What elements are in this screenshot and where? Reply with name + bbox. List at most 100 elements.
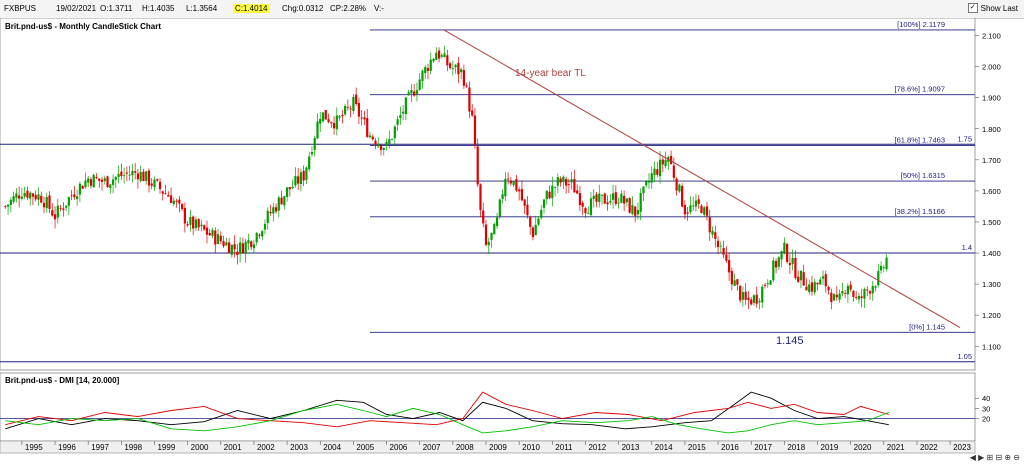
candle-body — [42, 202, 46, 208]
candle-body — [868, 291, 872, 294]
candle-body — [871, 286, 874, 294]
candle-body — [421, 70, 424, 82]
candle-body — [158, 181, 162, 190]
candle-body — [6, 204, 10, 207]
candle-body — [448, 63, 452, 68]
chart-canvas: Brit.pnd-us$ - Monthly CandleStick Chart… — [0, 18, 1001, 454]
x-tick-label: 2003 — [290, 443, 308, 452]
candle-body — [89, 179, 93, 186]
candle-body — [302, 170, 305, 181]
candle-body — [766, 283, 769, 285]
candle-body — [192, 216, 195, 229]
candle-body — [216, 234, 220, 244]
candle-body — [344, 105, 347, 115]
candle-body — [319, 118, 322, 124]
candle-body — [123, 174, 126, 176]
x-tick-label: 2011 — [555, 443, 573, 452]
candle-body — [258, 234, 261, 236]
show-last-toggle[interactable]: ✓ Show Last — [967, 3, 1018, 13]
candle-body — [100, 179, 104, 182]
symbol-label: FXBPUS — [4, 4, 37, 13]
candle-body — [476, 146, 479, 185]
candle-body — [595, 194, 598, 202]
x-tick-label: 2009 — [489, 443, 507, 452]
volume-value: V:- — [374, 4, 384, 13]
candle-body — [357, 103, 361, 117]
candle-body — [728, 260, 731, 273]
date-label: 19/02/2021 — [56, 4, 97, 13]
candle-body — [457, 62, 460, 75]
candle-body — [415, 90, 419, 95]
candle-body — [214, 230, 217, 245]
candle-body — [67, 197, 70, 206]
x-tick-label: 2019 — [821, 443, 839, 452]
x-tick-label: 2010 — [522, 443, 540, 452]
candle-body — [780, 251, 783, 260]
checkbox-icon[interactable]: ✓ — [967, 3, 978, 13]
candle-body — [87, 178, 90, 183]
candle-body — [556, 177, 559, 186]
candle-body — [747, 297, 750, 301]
candle-body — [852, 290, 855, 297]
candle-body — [526, 204, 529, 216]
candle-body — [172, 200, 175, 204]
candle-body — [183, 207, 186, 224]
navigation-icons[interactable]: ◀ ▶ ⊞ ⊟ ⊕ ⊖ — [969, 453, 1020, 462]
candle-body — [241, 243, 244, 254]
candle-body — [628, 198, 631, 213]
candle-body — [413, 91, 416, 96]
dmi-tick-label: 20 — [982, 415, 990, 424]
candle-body — [407, 92, 410, 96]
candle-body — [167, 194, 170, 197]
candle-body — [338, 116, 341, 118]
candle-body — [59, 207, 62, 209]
candle-body — [578, 193, 582, 206]
fib-level-label: [38.2%] 1.5166 — [895, 207, 945, 216]
candle-body — [592, 195, 595, 199]
candle-body — [565, 178, 568, 186]
candle-body — [623, 195, 626, 204]
candle-body — [203, 225, 206, 230]
candle-body — [371, 136, 374, 140]
candle-body — [111, 179, 115, 185]
fib-level-label: [61.8%] 1.7463 — [895, 135, 945, 144]
candle-body — [186, 224, 189, 226]
candle-body — [294, 175, 297, 186]
candle-body — [465, 85, 468, 87]
x-tick-label: 2014 — [655, 443, 673, 452]
candle-body — [620, 193, 623, 203]
candle-body — [399, 115, 402, 119]
candle-body — [84, 180, 87, 188]
horizontal-level-label: 1.75 — [957, 134, 972, 143]
candle-body — [838, 293, 841, 300]
candle-body — [553, 187, 557, 188]
candle-body — [866, 289, 869, 291]
y-tick-label: 1.500 — [982, 218, 1001, 227]
candle-body — [263, 223, 267, 230]
candle-body — [683, 204, 687, 215]
candle-body — [744, 291, 747, 300]
change-percent-value: CP:2.28% — [330, 4, 367, 13]
candle-body — [103, 178, 106, 182]
candle-body — [832, 294, 836, 301]
candle-body — [446, 55, 449, 66]
x-tick-label: 2008 — [456, 443, 474, 452]
candle-body — [12, 196, 15, 202]
candle-body — [879, 265, 883, 271]
candle-body — [280, 197, 283, 205]
x-tick-label: 2017 — [754, 443, 772, 452]
x-tick-label: 2001 — [224, 443, 242, 452]
candle-body — [432, 58, 435, 62]
change-value: Chg:0.0312 — [282, 4, 324, 13]
candle-body — [189, 216, 192, 225]
candle-body — [316, 121, 319, 139]
candle-body — [794, 257, 797, 278]
candle-body — [598, 193, 601, 203]
fib-level-label: [50%] 1.6315 — [901, 171, 945, 180]
candle-body — [285, 187, 289, 197]
candle-body — [824, 274, 827, 287]
fib-level-label: [100%] 2.1179 — [897, 20, 945, 29]
candle-body — [487, 241, 490, 246]
candle-body — [813, 281, 816, 293]
x-tick-label: 2020 — [854, 443, 872, 452]
